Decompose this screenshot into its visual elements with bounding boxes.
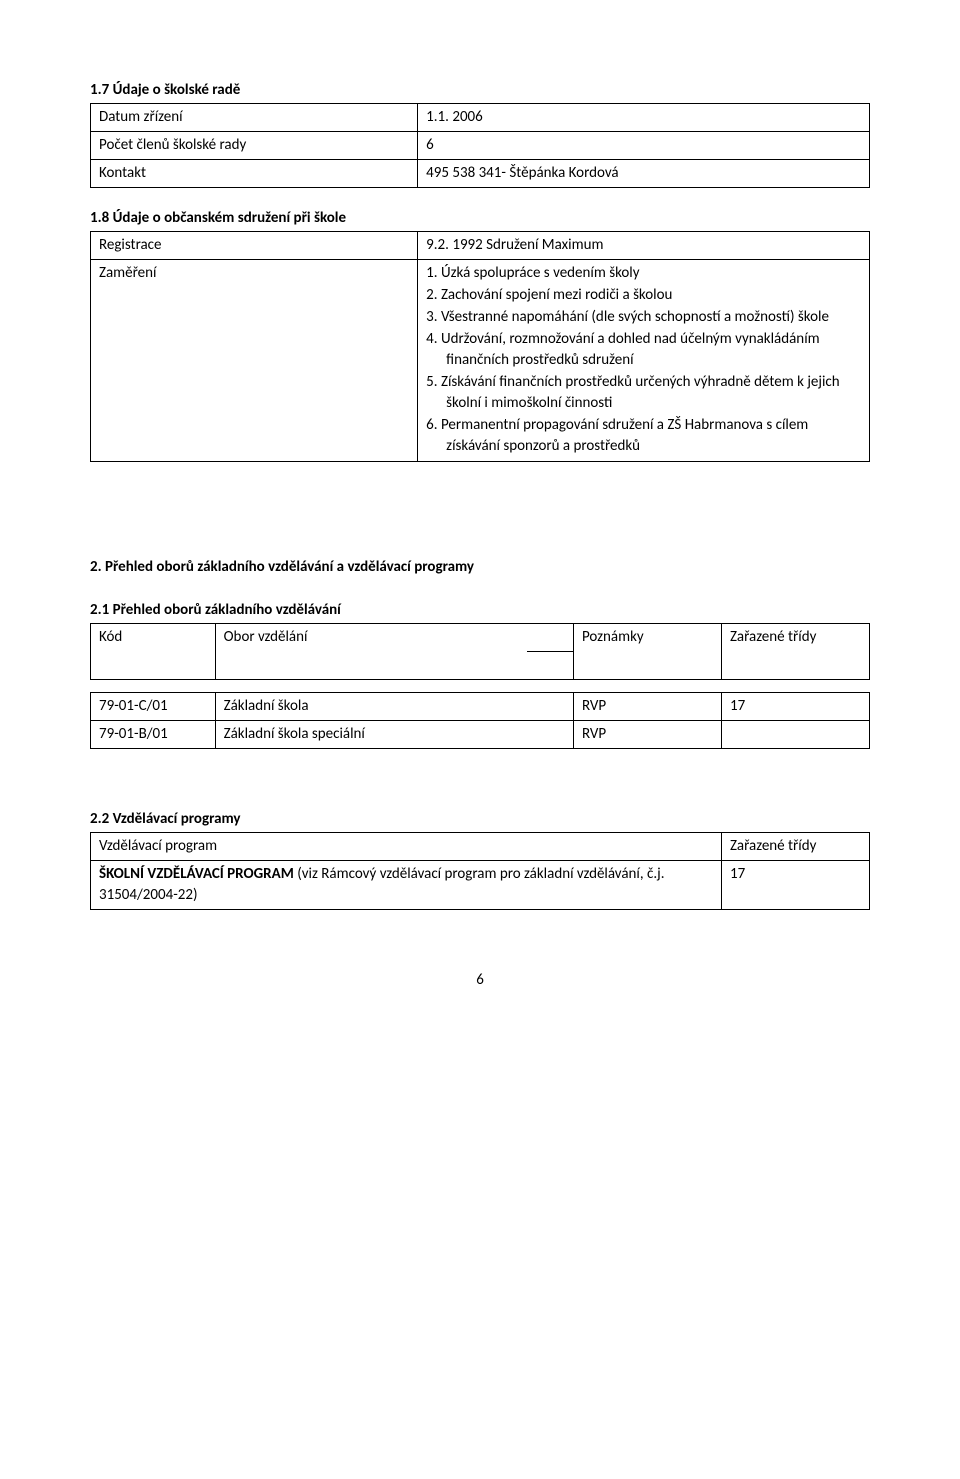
cell-notch bbox=[527, 624, 574, 652]
list-item: 6. Permanentní propagování sdružení a ZŠ… bbox=[426, 415, 861, 457]
list-item: 5. Získávání finančních prostředků určen… bbox=[426, 372, 861, 414]
list-item: 1. Úzká spolupráce s vedením školy bbox=[426, 263, 861, 284]
cell-value: 495 538 341- Štěpánka Kordová bbox=[418, 160, 870, 188]
cell-label: Počet členů školské rady bbox=[91, 132, 418, 160]
table-22: Vzdělávací program Zařazené třídy ŠKOLNÍ… bbox=[90, 832, 870, 910]
list-item: 3. Všestranné napomáhání (dle svých scho… bbox=[426, 307, 861, 328]
table-row: 79-01-B/01 Základní škola speciální RVP bbox=[91, 721, 870, 749]
table-row: Kontakt 495 538 341- Štěpánka Kordová bbox=[91, 160, 870, 188]
cell-value: 79-01-C/01 bbox=[91, 693, 216, 721]
cell-value: 17 bbox=[721, 861, 869, 910]
table-row: Počet členů školské rady 6 bbox=[91, 132, 870, 160]
table-18: Registrace 9.2. 1992 Sdružení Maximum Za… bbox=[90, 231, 870, 462]
section-22-title: 2.2 Vzdělávací programy bbox=[90, 809, 870, 830]
cell-value: 6 bbox=[418, 132, 870, 160]
cell-label: Registrace bbox=[91, 232, 418, 260]
cell-value bbox=[721, 721, 869, 749]
list-item: 2. Zachování spojení mezi rodiči a školo… bbox=[426, 285, 861, 306]
section-2-title: 2. Přehled oborů základního vzdělávání a… bbox=[90, 557, 870, 578]
cell-value: 1.1. 2006 bbox=[418, 104, 870, 132]
cell-label: Zaměření bbox=[91, 260, 418, 462]
cell-value: 17 bbox=[721, 693, 869, 721]
cell-header: Kód bbox=[91, 624, 216, 680]
list-item: 4. Udržování, rozmnožování a dohled nad … bbox=[426, 329, 861, 371]
table-row: Registrace 9.2. 1992 Sdružení Maximum bbox=[91, 232, 870, 260]
cell-header: Zařazené třídy bbox=[721, 833, 869, 861]
cell-value: ŠKOLNÍ VZDĚLÁVACÍ PROGRAM (viz Rámcový v… bbox=[91, 861, 722, 910]
cell-value: Základní škola speciální bbox=[215, 721, 573, 749]
table-row: 79-01-C/01 Základní škola RVP 17 bbox=[91, 693, 870, 721]
cell-value: RVP bbox=[573, 721, 721, 749]
section-18-title: 1.8 Údaje o občanském sdružení při škole bbox=[90, 208, 870, 229]
table-17: Datum zřízení 1.1. 2006 Počet členů škol… bbox=[90, 103, 870, 188]
table-row: Kód Obor vzdělání Poznámky Zařazené tříd… bbox=[91, 624, 870, 652]
bold-text: ŠKOLNÍ VZDĚLÁVACÍ PROGRAM bbox=[99, 865, 294, 883]
section-17-title: 1.7 Údaje o školské radě bbox=[90, 80, 870, 101]
cell-value: 1. Úzká spolupráce s vedením školy 2. Za… bbox=[418, 260, 870, 462]
cell-value: 79-01-B/01 bbox=[91, 721, 216, 749]
cell-value: Základní škola bbox=[215, 693, 573, 721]
cell-header: Zařazené třídy bbox=[721, 624, 869, 680]
cell-header: Obor vzdělání bbox=[215, 624, 527, 680]
cell-notch bbox=[527, 652, 574, 680]
table-21-header: Kód Obor vzdělání Poznámky Zařazené tříd… bbox=[90, 623, 870, 680]
table-row: ŠKOLNÍ VZDĚLÁVACÍ PROGRAM (viz Rámcový v… bbox=[91, 861, 870, 910]
table-row: Zaměření 1. Úzká spolupráce s vedením šk… bbox=[91, 260, 870, 462]
cell-value: RVP bbox=[573, 693, 721, 721]
cell-label: Datum zřízení bbox=[91, 104, 418, 132]
cell-header: Poznámky bbox=[573, 624, 721, 680]
cell-label: Kontakt bbox=[91, 160, 418, 188]
list-zamereni: 1. Úzká spolupráce s vedením školy 2. Za… bbox=[426, 263, 861, 457]
table-21-body: 79-01-C/01 Základní škola RVP 17 79-01-B… bbox=[90, 692, 870, 749]
page-number: 6 bbox=[90, 970, 870, 991]
table-row: Datum zřízení 1.1. 2006 bbox=[91, 104, 870, 132]
cell-header: Vzdělávací program bbox=[91, 833, 722, 861]
cell-value: 9.2. 1992 Sdružení Maximum bbox=[418, 232, 870, 260]
section-21-title: 2.1 Přehled oborů základního vzdělávání bbox=[90, 600, 870, 621]
table-row: Vzdělávací program Zařazené třídy bbox=[91, 833, 870, 861]
